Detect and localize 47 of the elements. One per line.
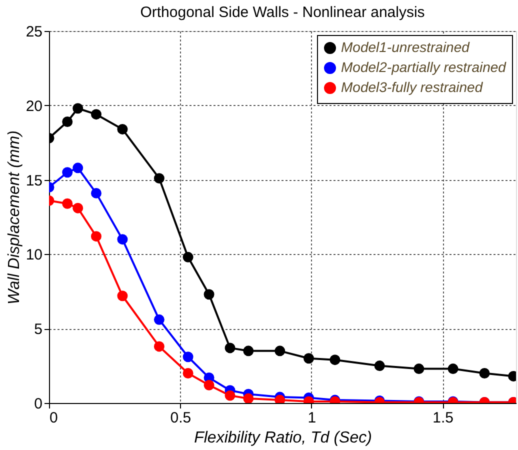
point [117, 234, 128, 245]
y-tick-label: 20 [26, 98, 42, 115]
legend-label: Model1-unrestrained [341, 39, 471, 55]
point [72, 103, 84, 114]
point [414, 364, 424, 374]
point [62, 116, 73, 127]
x-tick-label: 0 [50, 410, 58, 426]
point [224, 342, 236, 354]
x-tick-label: 1 [308, 410, 316, 426]
point [274, 346, 286, 356]
point [90, 188, 102, 198]
point [117, 124, 128, 134]
x-axis-title: Flexibility Ratio, Td (Sec) [194, 430, 372, 446]
point [224, 390, 236, 401]
point [204, 380, 214, 390]
legend-label: Model2-partially restrained [341, 59, 508, 75]
point [154, 341, 164, 352]
point [72, 202, 84, 214]
point [117, 290, 128, 302]
legend-label: Model3-fully restrained [341, 79, 484, 95]
x-tick-label: 1.5 [432, 410, 454, 426]
point [90, 231, 102, 242]
point [479, 368, 490, 378]
x-tick-label: 0.5 [170, 410, 192, 426]
point [330, 354, 340, 366]
y-tick-label: 15 [26, 172, 42, 190]
point [154, 314, 164, 325]
point [448, 364, 458, 374]
chart-title: Orthogonal Side Walls - Nonlinear analysis [140, 4, 425, 21]
point [204, 289, 214, 300]
y-tick-label: 0 [34, 396, 42, 412]
y-tick-label: 5 [34, 321, 42, 338]
y-tick-label: 10 [26, 246, 42, 264]
point [243, 346, 254, 356]
point [72, 162, 84, 174]
point [182, 252, 194, 262]
point [303, 353, 314, 364]
point [243, 393, 254, 403]
point [154, 173, 164, 184]
point [90, 109, 102, 120]
point [182, 352, 194, 362]
point [62, 167, 73, 178]
point [182, 368, 194, 378]
point [374, 360, 385, 372]
y-axis-title: Wall Displacement (mm) [6, 130, 23, 304]
y-tick-label: 25 [26, 24, 42, 40]
point [62, 198, 73, 209]
